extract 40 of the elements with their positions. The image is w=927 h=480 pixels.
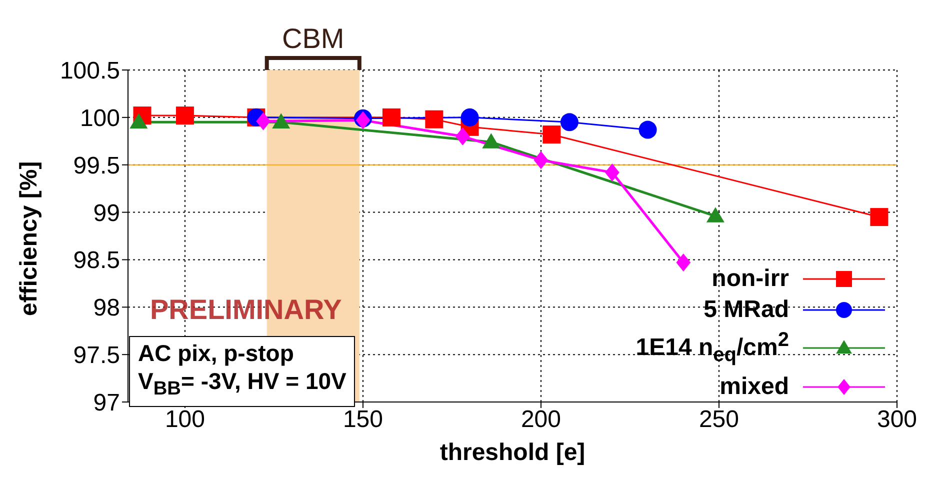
annotation: V$_{BB}$= -3V, HV = 10V bbox=[138, 367, 346, 402]
legend-label: 1E14 n$_{eq}$/cm$^{2}$ bbox=[636, 328, 789, 368]
y-tick-label: 100 bbox=[80, 104, 120, 132]
point bbox=[425, 110, 444, 128]
legend-label: mixed bbox=[720, 372, 789, 402]
point bbox=[870, 208, 888, 226]
point bbox=[256, 112, 270, 130]
point bbox=[176, 106, 194, 125]
y-tick-label: 98 bbox=[93, 294, 120, 322]
y-tick-label: 99.5 bbox=[73, 152, 120, 180]
point bbox=[460, 108, 479, 126]
point bbox=[676, 254, 691, 272]
point bbox=[706, 207, 724, 222]
point bbox=[604, 163, 620, 182]
band-label: CBM bbox=[282, 23, 344, 54]
annotation: AC pix, p-stop bbox=[138, 339, 295, 367]
y-tick-label: 97 bbox=[93, 390, 120, 417]
x-tick-label: 250 bbox=[698, 406, 740, 434]
y-tick-label: 100.5 bbox=[60, 58, 120, 85]
y-tick-label: 99 bbox=[93, 200, 120, 227]
point bbox=[542, 126, 561, 144]
y-tick-label: 97.5 bbox=[73, 342, 120, 370]
x-tick-label: 150 bbox=[342, 406, 383, 434]
x-axis-title: threshold [e] bbox=[440, 439, 586, 466]
x-tick-label: 300 bbox=[876, 406, 918, 434]
point bbox=[482, 133, 500, 148]
x-tick-label: 100 bbox=[164, 406, 205, 434]
y-tick-label: 98.5 bbox=[73, 247, 120, 274]
annotation: PRELIMINARY bbox=[150, 294, 342, 326]
point bbox=[534, 151, 548, 170]
point bbox=[560, 113, 578, 132]
point bbox=[382, 108, 400, 126]
point bbox=[130, 113, 148, 128]
point bbox=[455, 127, 470, 146]
y-axis-title: efficiency [%] bbox=[16, 161, 43, 316]
point bbox=[272, 113, 290, 128]
point bbox=[638, 120, 657, 139]
x-tick-label: 200 bbox=[520, 406, 562, 434]
legend-label: non-irr bbox=[712, 264, 789, 294]
legend-label: 5 MRad bbox=[704, 295, 789, 326]
